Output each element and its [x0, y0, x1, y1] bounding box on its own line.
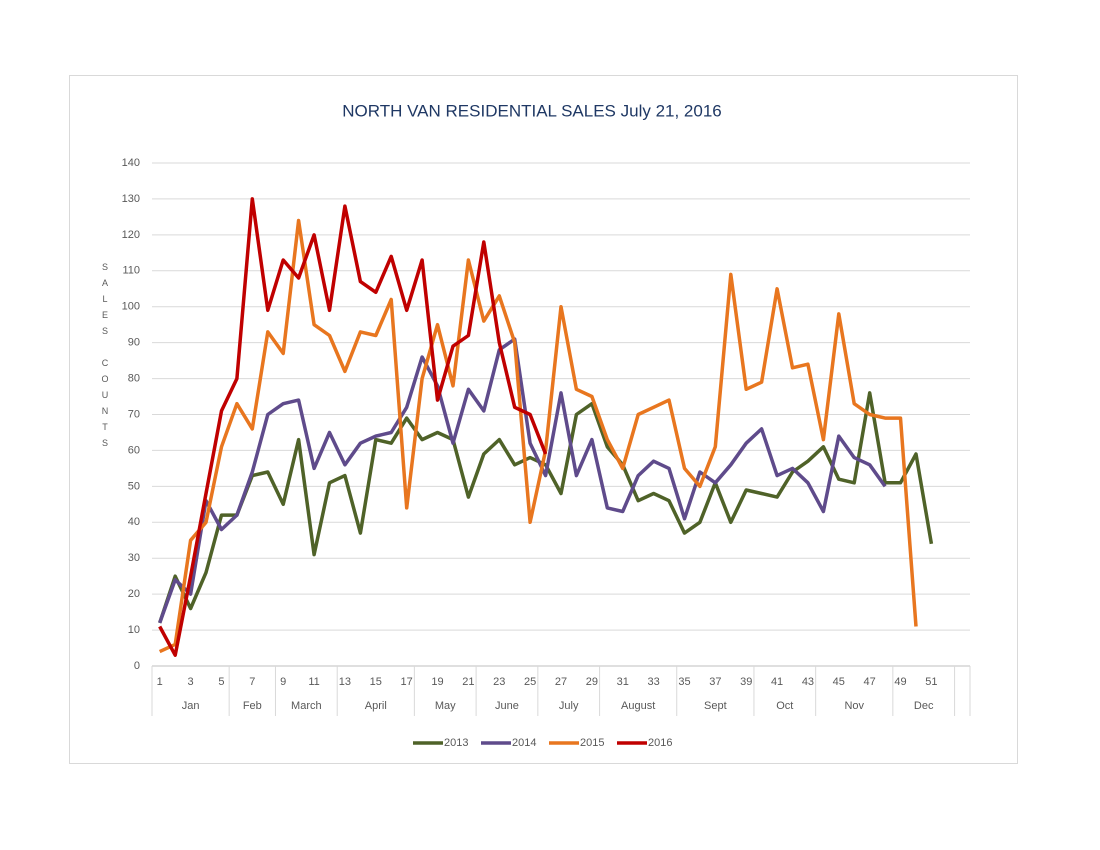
y-tick-label: 40	[128, 516, 140, 528]
y-tick-label: 20	[128, 588, 140, 600]
x-tick-label: 43	[802, 676, 814, 688]
y-tick-label: 0	[134, 660, 140, 672]
month-label: Jan	[182, 700, 200, 712]
legend-label: 2013	[444, 737, 468, 749]
month-label: Nov	[844, 700, 864, 712]
y-tick-label: 50	[128, 480, 140, 492]
month-label: May	[435, 700, 456, 712]
month-label: Oct	[776, 700, 793, 712]
y-tick-label: 130	[122, 193, 140, 205]
month-label: July	[559, 700, 579, 712]
x-tick-label: 51	[925, 676, 937, 688]
series-line	[158, 391, 934, 624]
month-label: June	[495, 700, 519, 712]
x-tick-label: 9	[280, 676, 286, 688]
x-tick-label: 23	[493, 676, 505, 688]
month-label: Feb	[243, 700, 262, 712]
x-tick-label: 31	[617, 676, 629, 688]
y-tick-label: 60	[128, 444, 140, 456]
chart-frame	[69, 75, 1018, 764]
chart-title: NORTH VAN RESIDENTIAL SALES July 21, 201…	[342, 101, 722, 120]
legend-label: 2014	[512, 737, 536, 749]
x-tick-label: 49	[894, 676, 906, 688]
x-tick-label: 1	[157, 676, 163, 688]
x-tick-label: 29	[586, 676, 598, 688]
y-tick-label: 80	[128, 372, 140, 384]
x-tick-label: 39	[740, 676, 752, 688]
y-tick-label: 70	[128, 408, 140, 420]
legend-label: 2016	[648, 737, 672, 749]
x-tick-label: 33	[647, 676, 659, 688]
x-tick-label: 47	[864, 676, 876, 688]
y-tick-label: 10	[128, 624, 140, 636]
y-tick-label: 30	[128, 552, 140, 564]
x-tick-label: 5	[218, 676, 224, 688]
month-label: August	[621, 700, 655, 712]
month-label: March	[291, 700, 322, 712]
y-axis-label: SALES COUNTS	[100, 262, 110, 454]
x-tick-label: 21	[462, 676, 474, 688]
series-line	[158, 197, 548, 657]
x-tick-label: 19	[431, 676, 443, 688]
y-tick-label: 120	[122, 229, 140, 241]
x-tick-label: 13	[339, 676, 351, 688]
x-tick-label: 45	[833, 676, 845, 688]
y-tick-label: 110	[122, 265, 140, 277]
y-tick-label: 90	[128, 337, 140, 349]
y-tick-label: 140	[122, 157, 140, 169]
x-tick-label: 41	[771, 676, 783, 688]
y-tick-label: 100	[122, 301, 140, 313]
x-tick-label: 3	[188, 676, 194, 688]
x-tick-label: 17	[401, 676, 413, 688]
legend-label: 2015	[580, 737, 604, 749]
x-tick-label: 35	[678, 676, 690, 688]
month-label: Dec	[914, 700, 934, 712]
x-tick-label: 11	[308, 676, 319, 688]
x-tick-label: 15	[370, 676, 382, 688]
x-tick-label: 37	[709, 676, 721, 688]
x-tick-label: 27	[555, 676, 567, 688]
month-label: Sept	[704, 700, 727, 712]
series-line	[158, 218, 918, 654]
x-tick-label: 7	[249, 676, 255, 688]
month-label: April	[365, 700, 387, 712]
series-line	[158, 337, 887, 624]
x-tick-label: 25	[524, 676, 536, 688]
